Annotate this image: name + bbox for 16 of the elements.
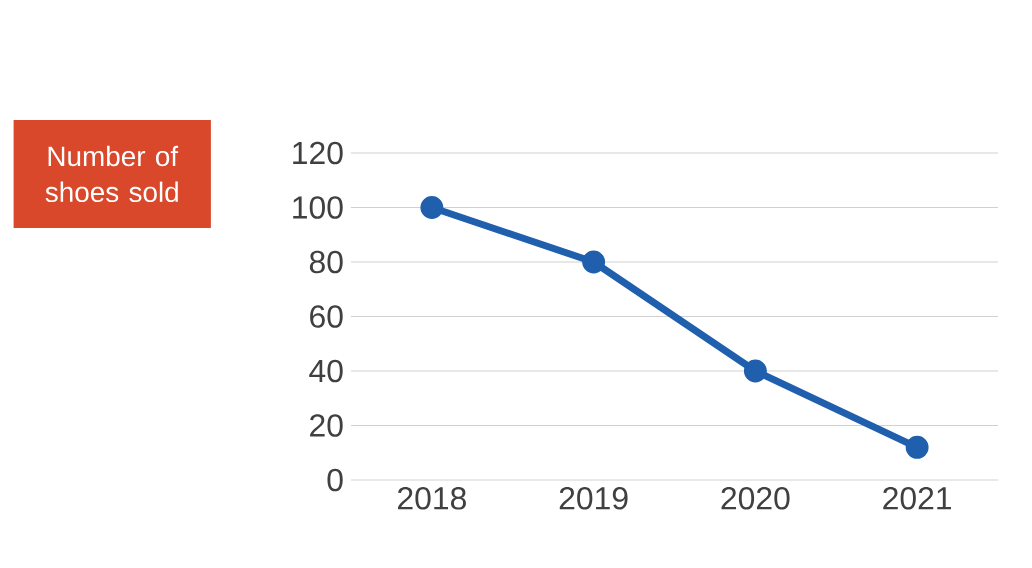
point	[905, 435, 929, 459]
y-tick-label: 0	[327, 468, 343, 492]
y-tick-label: 80	[309, 250, 343, 274]
y-tick-label: 40	[309, 359, 343, 383]
point	[743, 359, 767, 383]
x-tick-label: 2020	[721, 487, 790, 510]
x-tick-label: 2021	[883, 487, 951, 510]
x-tick-label: 2018	[398, 487, 466, 510]
point	[420, 196, 444, 219]
point	[582, 250, 606, 274]
y-tick-label: 60	[310, 305, 343, 328]
y-tick-label: 100	[293, 196, 343, 219]
y-tick-label: 20	[310, 414, 343, 437]
y-axis-title: Number of shoes sold	[45, 145, 179, 203]
y-tick-label: 120	[293, 141, 343, 165]
x-tick-label: 2019	[559, 487, 628, 510]
